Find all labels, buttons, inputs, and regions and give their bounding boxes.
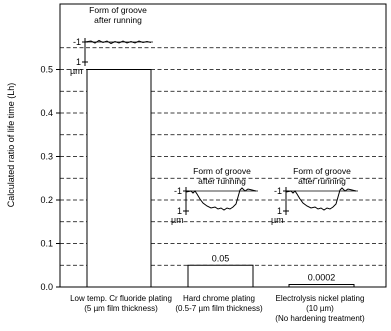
- category-label: Electrolysis nickel plating: [276, 294, 365, 303]
- inset-title: Form of groove: [193, 166, 251, 176]
- y-axis-label: Calculated ratio of life time (Lh): [6, 83, 16, 208]
- groove-profile: [84, 39, 152, 45]
- inset-title: Form of groove: [89, 5, 147, 15]
- category-label: (10 µm): [306, 304, 334, 313]
- groove-profile: [285, 187, 357, 211]
- bars: [86, 69, 355, 288]
- inset-unit: µm: [171, 215, 184, 225]
- y-tick-label: 0.5: [40, 65, 53, 75]
- data-label: 0.05: [212, 253, 230, 263]
- y-tick-label: 0.3: [40, 152, 53, 162]
- category-label: (No hardening treatment): [275, 314, 365, 323]
- inset-subtitle: after running: [198, 176, 246, 186]
- inset-tick-bottom: 1: [76, 57, 81, 67]
- category-label: (0.5-7 µm film thickness): [175, 304, 263, 313]
- inset-title: Form of groove: [293, 166, 351, 176]
- bar: [187, 264, 254, 288]
- category-label: Low temp. Cr fluoride plating: [70, 294, 172, 303]
- inset-unit: µm: [70, 66, 83, 76]
- inset-unit: µm: [271, 215, 284, 225]
- groove-profile: [185, 187, 257, 211]
- inset-subtitle: after running: [94, 15, 142, 25]
- category-label: (5 µm film thickness): [84, 304, 158, 313]
- inset-tick-bottom: 1: [177, 206, 182, 216]
- y-axis: 0.0 0.1 0.2 0.3 0.4 0.5: [40, 65, 60, 292]
- y-tick-label: 0.0: [40, 282, 53, 292]
- y-tick-label: 0.2: [40, 195, 53, 205]
- data-label: 0.0002: [308, 273, 336, 283]
- data-labels: 0.05 0.0002: [212, 253, 336, 282]
- y-tick-label: 0.4: [40, 108, 53, 118]
- inset-tick-top: -1: [73, 37, 81, 47]
- bar: [86, 69, 152, 288]
- x-axis-categories: Low temp. Cr fluoride plating(5 µm film …: [70, 294, 365, 323]
- inset-tick-top: -1: [174, 186, 182, 196]
- inset-tick-top: -1: [274, 186, 282, 196]
- inset-tick-bottom: 1: [277, 206, 282, 216]
- y-tick-label: 0.1: [40, 239, 53, 249]
- category-label: Hard chrome plating: [183, 294, 255, 303]
- bar: [288, 284, 355, 288]
- inset-subtitle: after running: [298, 176, 346, 186]
